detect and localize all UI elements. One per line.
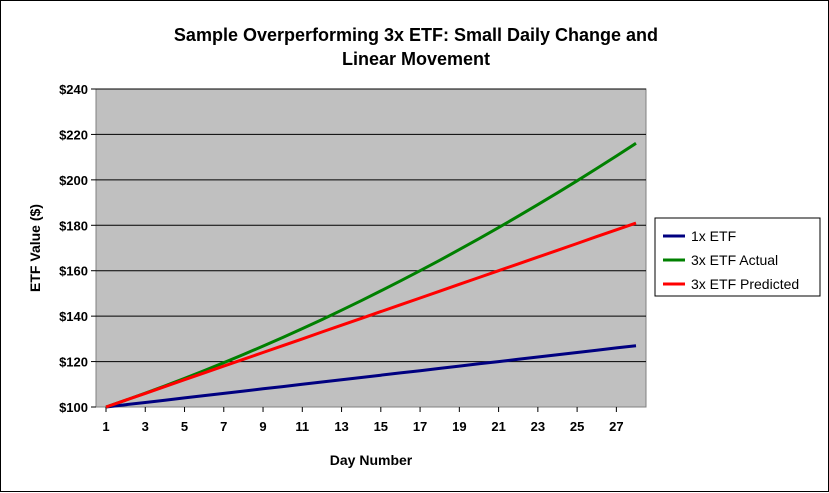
x-tick-label: 3 bbox=[142, 419, 149, 434]
y-axis-label: ETF Value ($) bbox=[27, 204, 43, 292]
series-line-3x-etf-actual bbox=[105, 142, 637, 409]
y-tick-label: $180 bbox=[59, 218, 88, 233]
x-tick-label: 1 bbox=[102, 419, 109, 434]
y-tick-label: $160 bbox=[59, 264, 88, 279]
y-tick-label: $240 bbox=[59, 82, 88, 97]
x-tick-label: 9 bbox=[259, 419, 266, 434]
y-tick-label: $100 bbox=[59, 400, 88, 415]
x-tick-label: 23 bbox=[531, 419, 545, 434]
x-tick-label: 25 bbox=[570, 419, 584, 434]
series-lines bbox=[105, 142, 637, 409]
x-tick-label: 7 bbox=[220, 419, 227, 434]
y-tick-label: $220 bbox=[59, 127, 88, 142]
x-tick-label: 21 bbox=[491, 419, 505, 434]
x-axis-label: Day Number bbox=[330, 452, 413, 468]
y-tick-label: $200 bbox=[59, 173, 88, 188]
chart-title: Sample Overperforming 3x ETF: Small Dail… bbox=[174, 25, 658, 45]
y-tick-label: $120 bbox=[59, 355, 88, 370]
x-tick-label: 11 bbox=[295, 419, 309, 434]
legend-entry-label: 3x ETF Actual bbox=[691, 252, 778, 268]
series-line-3x-etf-predicted bbox=[105, 221, 637, 409]
x-axis-ticks: 1 3 5 7 9 11 13 15 17 19 21 23 25 27 bbox=[102, 407, 624, 434]
grid-lines bbox=[96, 88, 646, 363]
legend-entry-label: 3x ETF Predicted bbox=[691, 276, 799, 292]
y-axis-ticks: $100 $120 $140 $160 $180 $200 $220 $240 bbox=[59, 82, 96, 415]
x-tick-label: 27 bbox=[609, 419, 623, 434]
x-tick-label: 13 bbox=[334, 419, 348, 434]
y-tick-label: $140 bbox=[59, 309, 88, 324]
legend-entry-label: 1x ETF bbox=[691, 228, 736, 244]
x-tick-label: 17 bbox=[413, 419, 427, 434]
legend: 1x ETF 3x ETF Actual 3x ETF Predicted bbox=[663, 228, 799, 292]
x-tick-label: 19 bbox=[452, 419, 466, 434]
x-tick-label: 15 bbox=[374, 419, 388, 434]
x-tick-label: 5 bbox=[181, 419, 188, 434]
chart-title-line2: Linear Movement bbox=[342, 49, 490, 69]
series-line-1x-etf bbox=[105, 344, 637, 409]
